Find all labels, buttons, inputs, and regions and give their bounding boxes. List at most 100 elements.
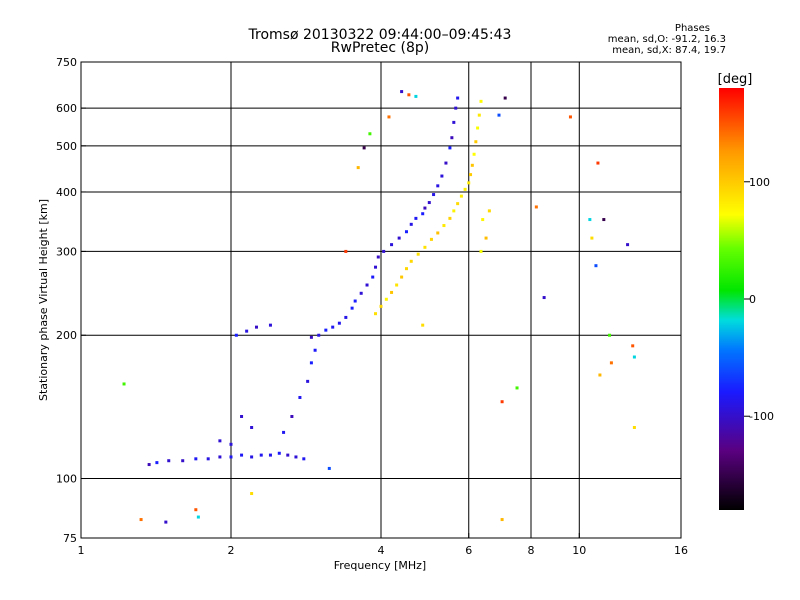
data-point xyxy=(327,466,331,470)
data-point xyxy=(254,325,258,329)
data-point xyxy=(400,90,404,94)
stats-header: Phases xyxy=(674,23,710,34)
data-point xyxy=(384,297,388,301)
data-point xyxy=(155,461,159,465)
grid-lines xyxy=(81,62,681,538)
data-point xyxy=(474,140,478,144)
data-point xyxy=(390,243,394,247)
data-point xyxy=(450,136,454,140)
data-point xyxy=(626,243,630,247)
data-point xyxy=(337,321,341,325)
data-point xyxy=(309,361,313,365)
data-point xyxy=(590,236,594,240)
data-point xyxy=(344,315,348,319)
data-point xyxy=(240,453,244,457)
data-point xyxy=(371,275,375,279)
colorbar-ticks: 100 0 -100 xyxy=(744,176,774,423)
colorbar-tick-label: 0 xyxy=(749,293,756,306)
data-point xyxy=(423,206,427,210)
data-point xyxy=(147,463,151,467)
data-point xyxy=(463,187,467,191)
data-point xyxy=(568,115,572,119)
y-axis-label: Stationary phase Virtual Height [km] xyxy=(37,199,50,401)
data-point xyxy=(282,430,286,434)
data-point xyxy=(484,236,488,240)
data-point xyxy=(456,96,460,100)
data-point xyxy=(481,218,485,222)
data-point xyxy=(421,212,425,216)
data-point xyxy=(229,442,233,446)
y-tick-label: 750 xyxy=(56,56,77,69)
data-point xyxy=(309,335,313,339)
data-point xyxy=(374,312,378,316)
data-point xyxy=(302,457,306,461)
data-point xyxy=(479,99,483,103)
y-tick-label: 300 xyxy=(56,245,77,258)
colorbar xyxy=(719,88,744,510)
data-point xyxy=(427,201,431,205)
y-tick-label: 200 xyxy=(56,329,77,342)
data-point xyxy=(206,457,210,461)
axis-ticks: 1 2 4 6 8 10 16 75 100 200 300 400 500 600 750 xyxy=(56,56,688,557)
data-point xyxy=(631,344,635,348)
data-point xyxy=(234,333,238,337)
data-point xyxy=(324,328,328,332)
data-point xyxy=(594,264,598,268)
x-tick-label: 2 xyxy=(228,544,235,557)
data-point xyxy=(365,283,369,287)
data-point xyxy=(467,181,471,185)
data-point xyxy=(294,455,298,459)
data-point xyxy=(229,455,233,459)
data-point xyxy=(359,291,363,295)
x-tick-label: 16 xyxy=(674,544,688,557)
data-point xyxy=(602,218,606,222)
data-point xyxy=(139,518,143,522)
data-point xyxy=(588,218,592,222)
data-point xyxy=(218,439,222,443)
x-tick-label: 6 xyxy=(465,544,472,557)
data-point xyxy=(122,382,126,386)
data-point xyxy=(515,386,519,390)
data-point xyxy=(379,304,383,308)
data-point xyxy=(452,120,456,124)
data-point xyxy=(331,325,335,329)
data-point xyxy=(218,455,222,459)
data-point xyxy=(167,459,171,463)
x-tick-label: 4 xyxy=(378,544,385,557)
data-point xyxy=(298,395,302,399)
data-point xyxy=(452,209,456,213)
data-point xyxy=(444,161,448,165)
data-point xyxy=(436,231,440,235)
data-point xyxy=(632,355,636,359)
x-axis-label: Frequency [MHz] xyxy=(334,559,426,572)
data-point xyxy=(404,230,408,234)
data-point xyxy=(317,333,321,337)
data-point xyxy=(250,455,254,459)
data-point xyxy=(632,425,636,429)
data-point xyxy=(404,267,408,271)
y-tick-label: 100 xyxy=(56,473,77,486)
chart-title-line1: Tromsø 20130322 09:44:00–09:45:43 xyxy=(248,27,512,43)
data-point xyxy=(268,453,272,457)
data-point xyxy=(416,252,420,256)
data-point xyxy=(194,508,198,512)
data-point xyxy=(487,209,491,213)
y-tick-label: 400 xyxy=(56,186,77,199)
data-point xyxy=(390,290,394,294)
data-point xyxy=(500,518,504,522)
data-point xyxy=(470,163,474,167)
data-point xyxy=(436,184,440,188)
data-point xyxy=(497,113,501,117)
data-point xyxy=(374,265,378,269)
data-point xyxy=(472,152,476,156)
data-point xyxy=(596,161,600,165)
x-tick-label: 1 xyxy=(78,544,85,557)
data-point xyxy=(448,216,452,220)
data-point xyxy=(286,453,290,457)
data-point xyxy=(400,275,404,279)
data-point xyxy=(387,115,391,119)
data-point xyxy=(414,94,418,98)
data-point xyxy=(382,249,386,253)
